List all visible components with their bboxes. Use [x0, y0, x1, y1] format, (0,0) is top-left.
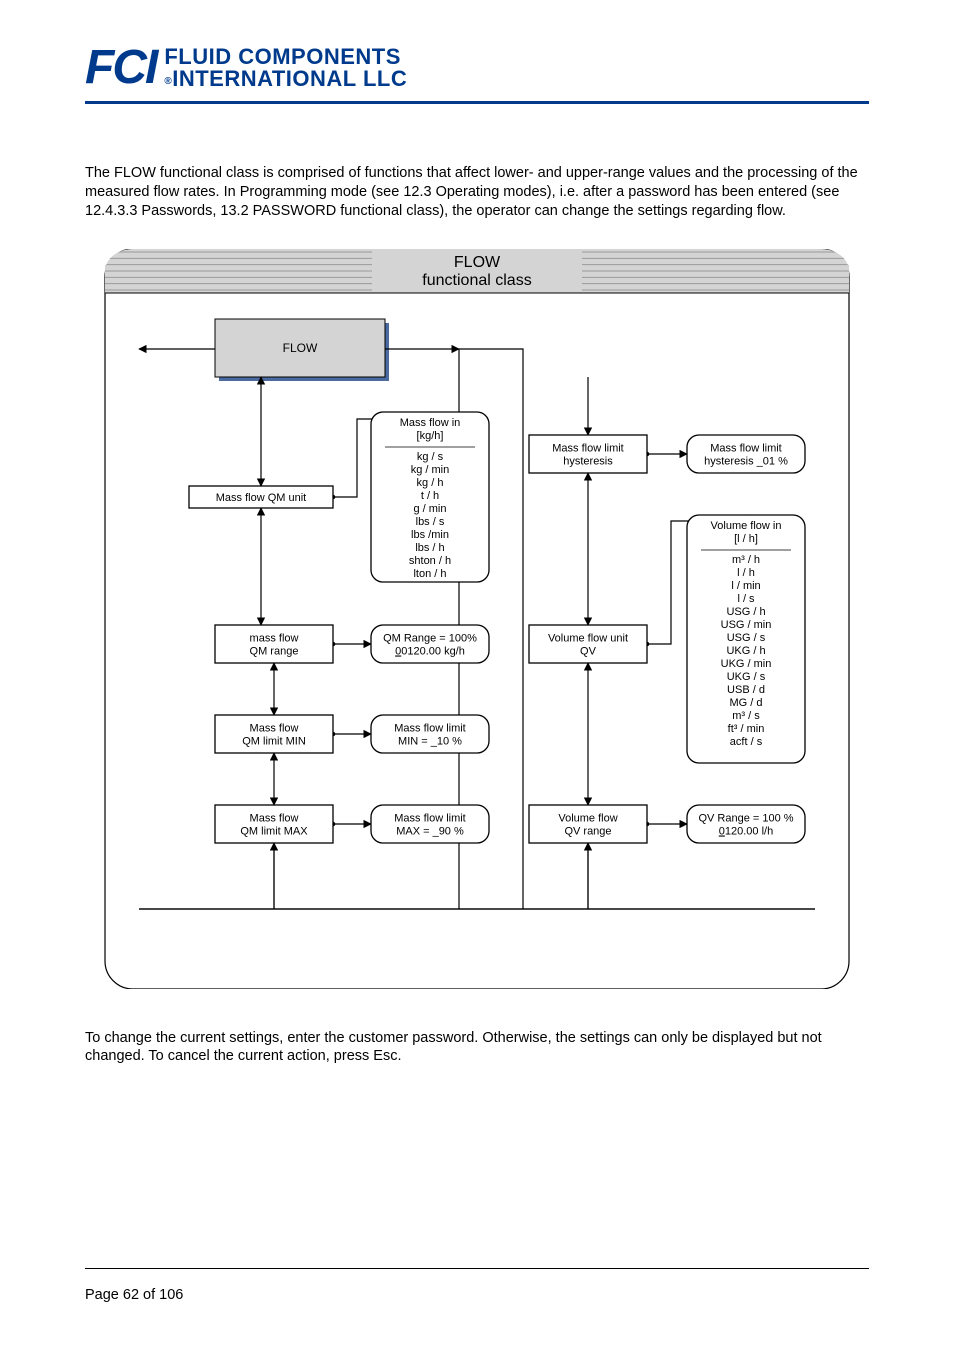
svg-text:mass flow: mass flow	[250, 632, 299, 644]
page-number: Page 62 of 106	[85, 1287, 183, 1303]
outro-paragraph: To change the current settings, enter th…	[85, 1029, 869, 1067]
svg-text:l / min: l / min	[731, 580, 760, 592]
svg-text:Mass flow limit: Mass flow limit	[710, 442, 782, 454]
svg-text:UKG / s: UKG / s	[727, 671, 766, 683]
flow-diagram: FLOWfunctional classFLOWMass flow QM uni…	[85, 249, 869, 989]
svg-text:m³ / s: m³ / s	[732, 710, 760, 722]
logo-line2: ®INTERNATIONAL LLC	[164, 68, 407, 90]
svg-text:lbs /min: lbs /min	[411, 529, 449, 541]
svg-text:l / s: l / s	[737, 593, 755, 605]
svg-text:hysteresis _01 %: hysteresis _01 %	[704, 455, 788, 467]
svg-text:Mass flow limit: Mass flow limit	[394, 722, 466, 734]
svg-text:00120.00 kg/h: 00120.00 kg/h	[395, 645, 465, 657]
svg-text:MAX = _90 %: MAX = _90 %	[396, 825, 464, 837]
svg-text:Mass flow QM unit: Mass flow QM unit	[216, 492, 306, 504]
svg-text:Mass flow limit: Mass flow limit	[394, 812, 466, 824]
svg-text:g / min: g / min	[413, 503, 446, 515]
svg-text:QV Range = 100 %: QV Range = 100 %	[698, 812, 793, 824]
svg-text:QV: QV	[580, 645, 597, 657]
svg-text:Volume flow: Volume flow	[558, 812, 617, 824]
svg-text:MIN = _10 %: MIN = _10 %	[398, 735, 462, 747]
svg-text:lbs / s: lbs / s	[416, 516, 445, 528]
svg-text:QM Range = 100%: QM Range = 100%	[383, 632, 477, 644]
svg-text:FLOW: FLOW	[454, 254, 501, 271]
intro-paragraph: The FLOW functional class is comprised o…	[85, 164, 869, 221]
svg-text:USG / s: USG / s	[727, 632, 766, 644]
svg-text:[l / h]: [l / h]	[734, 533, 758, 545]
svg-text:t / h: t / h	[421, 490, 439, 502]
svg-text:QM range: QM range	[250, 645, 299, 657]
svg-text:Volume flow unit: Volume flow unit	[548, 632, 628, 644]
svg-text:functional class: functional class	[422, 272, 531, 289]
svg-text:MG / d: MG / d	[729, 697, 762, 709]
svg-text:Mass flow: Mass flow	[250, 722, 299, 734]
svg-text:Mass flow limit: Mass flow limit	[552, 442, 624, 454]
svg-text:UKG / h: UKG / h	[726, 645, 765, 657]
svg-text:kg / s: kg / s	[417, 451, 444, 463]
logo-reg: ®	[164, 76, 172, 87]
svg-text:ft³ / min: ft³ / min	[728, 723, 765, 735]
svg-text:Volume flow in: Volume flow in	[711, 520, 782, 532]
svg-text:shton / h: shton / h	[409, 555, 451, 567]
svg-text:l / h: l / h	[737, 567, 755, 579]
svg-text:lton / h: lton / h	[413, 568, 446, 580]
svg-text:USG / h: USG / h	[726, 606, 765, 618]
svg-text:kg / h: kg / h	[417, 477, 444, 489]
svg-text:0120.00 l/h: 0120.00 l/h	[719, 825, 773, 837]
svg-text:Mass flow in: Mass flow in	[400, 417, 461, 429]
header-rule	[85, 101, 869, 104]
svg-text:Mass flow: Mass flow	[250, 812, 299, 824]
svg-text:USG / min: USG / min	[721, 619, 772, 631]
svg-text:lbs / h: lbs / h	[415, 542, 444, 554]
svg-text:acft / s: acft / s	[730, 736, 763, 748]
svg-text:QM limit MAX: QM limit MAX	[240, 825, 308, 837]
svg-text:UKG / min: UKG / min	[721, 658, 772, 670]
svg-text:hysteresis: hysteresis	[563, 455, 613, 467]
logo-abbr: FCI	[85, 40, 156, 95]
svg-text:m³ / h: m³ / h	[732, 554, 760, 566]
logo: FCI FLUID COMPONENTS ®INTERNATIONAL LLC	[85, 40, 869, 95]
svg-text:kg / min: kg / min	[411, 464, 450, 476]
svg-text:USB / d: USB / d	[727, 684, 765, 696]
logo-line1: FLUID COMPONENTS	[164, 46, 407, 68]
svg-text:FLOW: FLOW	[283, 341, 318, 355]
svg-text:[kg/h]: [kg/h]	[417, 430, 444, 442]
svg-text:QV range: QV range	[564, 825, 611, 837]
svg-text:QM limit MIN: QM limit MIN	[242, 735, 306, 747]
footer-rule	[85, 1268, 869, 1269]
